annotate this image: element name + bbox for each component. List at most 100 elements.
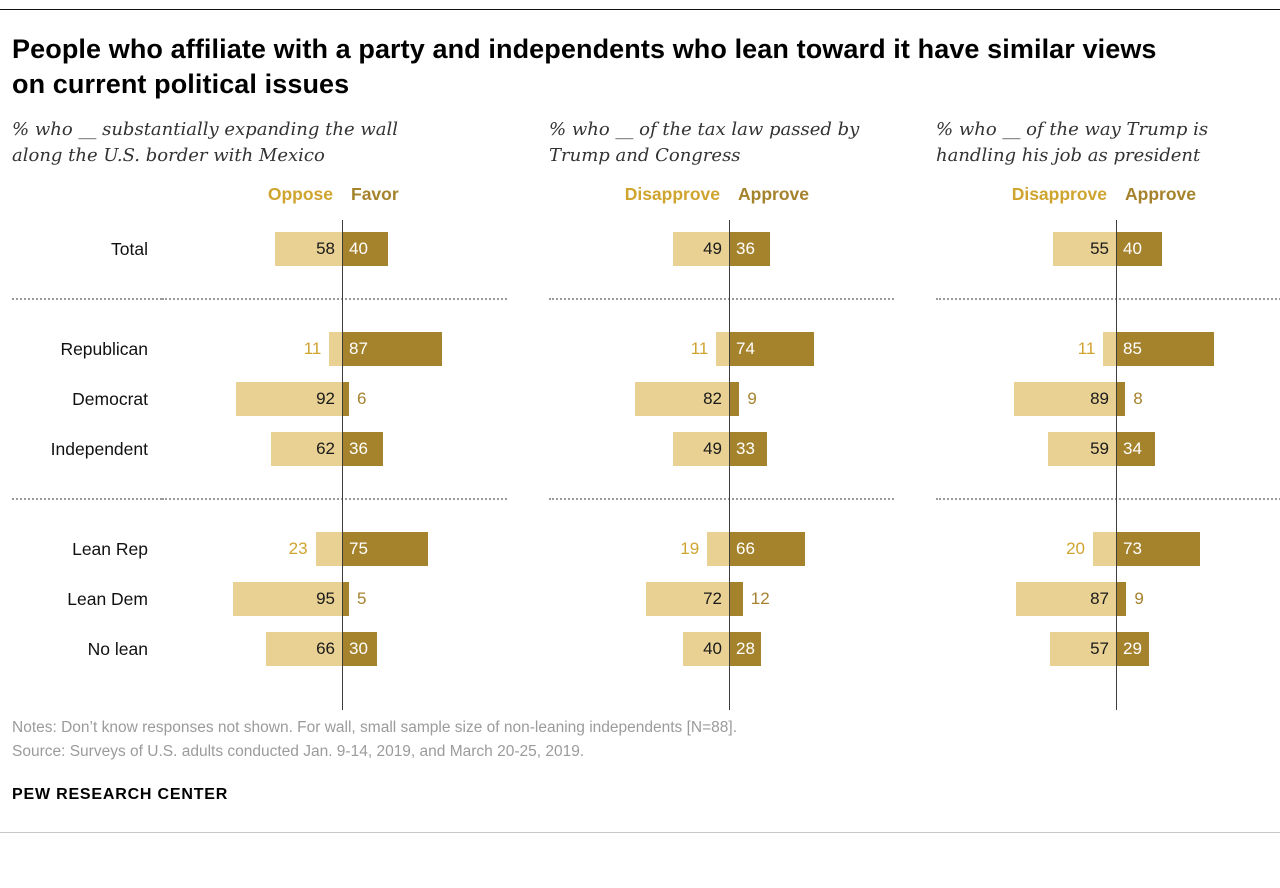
bar-approve [729, 382, 740, 417]
label-header-spacer [12, 184, 162, 224]
panel-subtitle-job: % who __ of the way Trump is handling hi… [936, 119, 1209, 166]
row-label: Independent [50, 438, 148, 459]
value-label: 59 [1090, 439, 1109, 459]
bar-row: 58 40 [162, 224, 507, 274]
value-label: 58 [316, 239, 335, 259]
negative-zone: 20 [936, 532, 1116, 567]
value-label: 20 [1066, 539, 1085, 559]
value-label: 19 [680, 539, 700, 559]
dotted-separator-line [936, 298, 1280, 301]
zero-axis-line [729, 220, 730, 711]
row-label: Lean Dem [67, 588, 148, 609]
chart-panel-job: Disapprove Approve 55 40 11 85 89 8 59 34 20 73 87 9 5… [936, 184, 1280, 711]
bar-row: 11 85 [936, 324, 1280, 374]
bar-row: 40 28 [549, 624, 894, 674]
bar-row: 20 73 [936, 524, 1280, 574]
page-title: People who affiliate with a party and in… [12, 34, 1157, 99]
value-label: 55 [1090, 239, 1109, 259]
bottom-rule [0, 832, 1280, 834]
value-label: 9 [1134, 589, 1144, 609]
bar-approve: 33 [729, 432, 767, 467]
negative-zone: 11 [162, 332, 342, 367]
bar-row: 11 74 [549, 324, 894, 374]
bar-disapprove [1103, 332, 1116, 367]
value-label: 36 [349, 439, 368, 459]
value-label: 49 [703, 439, 722, 459]
bar-oppose: 92 [236, 382, 342, 417]
bar-disapprove: 82 [634, 382, 729, 417]
subtitle-col-job: % who __ of the way Trump is handling hi… [936, 117, 1280, 184]
chart-panel-tax: Disapprove Approve 49 36 11 74 82 9 49 33 19 66 72 12… [549, 184, 894, 711]
bar-disapprove: 40 [683, 632, 729, 667]
bar-favor: 30 [342, 632, 377, 667]
value-label: 12 [750, 589, 770, 609]
positive-zone: 9 [729, 382, 894, 417]
top-rule [0, 9, 1280, 10]
notes-line: Notes: Don’t know responses not shown. F… [12, 719, 738, 737]
chart-page: People who affiliate with a party and in… [0, 9, 1280, 888]
dotted-separator-line [549, 498, 894, 501]
negative-zone: 72 [549, 582, 729, 617]
value-label: 9 [747, 389, 757, 409]
value-label: 11 [1077, 339, 1096, 359]
value-label: 92 [316, 389, 335, 409]
zero-axis-line [342, 220, 343, 711]
group-separator [549, 274, 894, 324]
negative-zone: 40 [549, 632, 729, 667]
value-label: 6 [357, 389, 367, 409]
negative-zone: 87 [936, 582, 1116, 617]
value-label: 30 [349, 639, 368, 659]
bar-disapprove: 49 [672, 432, 729, 467]
positive-zone: 5 [342, 582, 507, 617]
group-separator [936, 274, 1280, 324]
bar-approve: 73 [1116, 532, 1200, 567]
row-label: Republican [60, 338, 148, 359]
value-label: 40 [703, 639, 722, 659]
bar-disapprove: 89 [1013, 382, 1116, 417]
zero-axis-line [1116, 220, 1117, 711]
bar-favor [342, 382, 349, 417]
third-chart-col: Disapprove Approve 55 40 11 85 89 8 59 34 20 73 87 9 5… [936, 184, 1280, 711]
value-label: 95 [316, 589, 335, 609]
bar-oppose: 58 [275, 232, 342, 267]
first-chart-col: Total Republican Democrat Independent Lean R… [12, 184, 507, 711]
positive-zone: 73 [1116, 532, 1280, 567]
value-label: 66 [316, 639, 335, 659]
subtitle-row: % who __ substantially expanding the wal… [12, 117, 1268, 184]
negative-zone: 95 [162, 582, 342, 617]
positive-zone: 33 [729, 432, 894, 467]
group-separator [162, 274, 507, 324]
positive-zone: 85 [1116, 332, 1280, 367]
negative-zone: 62 [162, 432, 342, 467]
bar-approve: 29 [1116, 632, 1150, 667]
value-label: 33 [736, 439, 755, 459]
bar-row: 66 30 [162, 624, 507, 674]
row-label: No lean [87, 638, 148, 659]
negative-zone: 49 [549, 232, 729, 267]
bar-row: 59 34 [936, 424, 1280, 474]
panel-subtitle-wall: % who __ substantially expanding the wal… [12, 119, 398, 166]
value-label: 28 [736, 639, 755, 659]
value-label: 57 [1090, 639, 1109, 659]
group-separator [936, 474, 1280, 524]
value-label: 66 [736, 539, 755, 559]
dotted-separator-line [162, 498, 507, 501]
subtitle-col-tax: % who __ of the tax law passed by Trump … [549, 117, 894, 184]
dotted-separator-line [936, 498, 1280, 501]
bar-row: 11 87 [162, 324, 507, 374]
negative-zone: 89 [936, 382, 1116, 417]
positive-zone: 12 [729, 582, 894, 617]
subtitle-col-wall: % who __ substantially expanding the wal… [12, 117, 507, 184]
value-label: 8 [1133, 389, 1143, 409]
legend-label-disapprove: Disapprove [1011, 184, 1107, 205]
value-label: 11 [690, 339, 709, 359]
bar-oppose: 66 [266, 632, 342, 667]
bar-row: 62 36 [162, 424, 507, 474]
chart-panel-wall: Oppose Favor 58 40 11 87 92 6 62 36 23 75 95 5 66 30 [162, 184, 507, 711]
value-label: 72 [703, 589, 722, 609]
bar-row: 19 66 [549, 524, 894, 574]
group-separator [12, 474, 162, 524]
negative-zone: 59 [936, 432, 1116, 467]
negative-zone: 92 [162, 382, 342, 417]
panel-legend: Disapprove Approve [549, 184, 894, 224]
